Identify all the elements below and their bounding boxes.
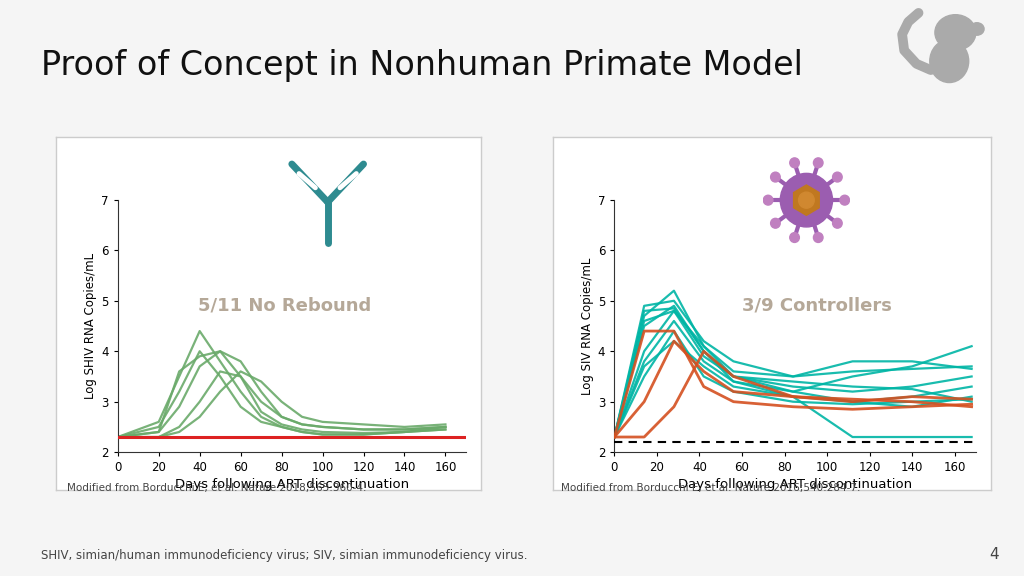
Circle shape xyxy=(799,192,814,208)
Circle shape xyxy=(771,218,780,228)
Circle shape xyxy=(813,233,823,242)
Circle shape xyxy=(935,15,976,51)
Text: 5/11 No Rebound: 5/11 No Rebound xyxy=(199,297,372,315)
Y-axis label: Log SHIV RNA Copies/mL: Log SHIV RNA Copies/mL xyxy=(84,253,97,399)
Circle shape xyxy=(771,172,780,182)
Circle shape xyxy=(833,172,842,182)
Ellipse shape xyxy=(930,40,969,82)
Circle shape xyxy=(780,173,833,227)
Text: 4: 4 xyxy=(989,547,998,562)
Circle shape xyxy=(833,218,842,228)
Text: TLR7 + bNAb: TLR7 + bNAb xyxy=(191,142,346,162)
Text: TLR7 + Vaccine: TLR7 + Vaccine xyxy=(682,142,862,162)
Circle shape xyxy=(763,195,773,205)
Circle shape xyxy=(790,158,800,168)
Circle shape xyxy=(813,158,823,168)
Text: 3/9 Controllers: 3/9 Controllers xyxy=(741,297,892,315)
Text: Proof of Concept in Nonhuman Primate Model: Proof of Concept in Nonhuman Primate Mod… xyxy=(41,49,803,82)
Polygon shape xyxy=(794,185,819,215)
Circle shape xyxy=(970,22,984,35)
Y-axis label: Log SIV RNA Copies/mL: Log SIV RNA Copies/mL xyxy=(581,257,594,395)
Text: Modified from Borducchi E, et al. Nature 2018;563:360-4.: Modified from Borducchi E, et al. Nature… xyxy=(67,483,366,492)
Text: SHIV, simian/human immunodeficiency virus; SIV, simian immunodeficiency virus.: SHIV, simian/human immunodeficiency viru… xyxy=(41,548,527,562)
Circle shape xyxy=(790,233,800,242)
Circle shape xyxy=(840,195,850,205)
X-axis label: Days following ART discontinuation: Days following ART discontinuation xyxy=(175,478,409,491)
Text: Modified from Borducchi E, et al. Nature 2016;540:284-7.: Modified from Borducchi E, et al. Nature… xyxy=(561,483,860,492)
X-axis label: Days following ART discontinuation: Days following ART discontinuation xyxy=(678,478,912,491)
